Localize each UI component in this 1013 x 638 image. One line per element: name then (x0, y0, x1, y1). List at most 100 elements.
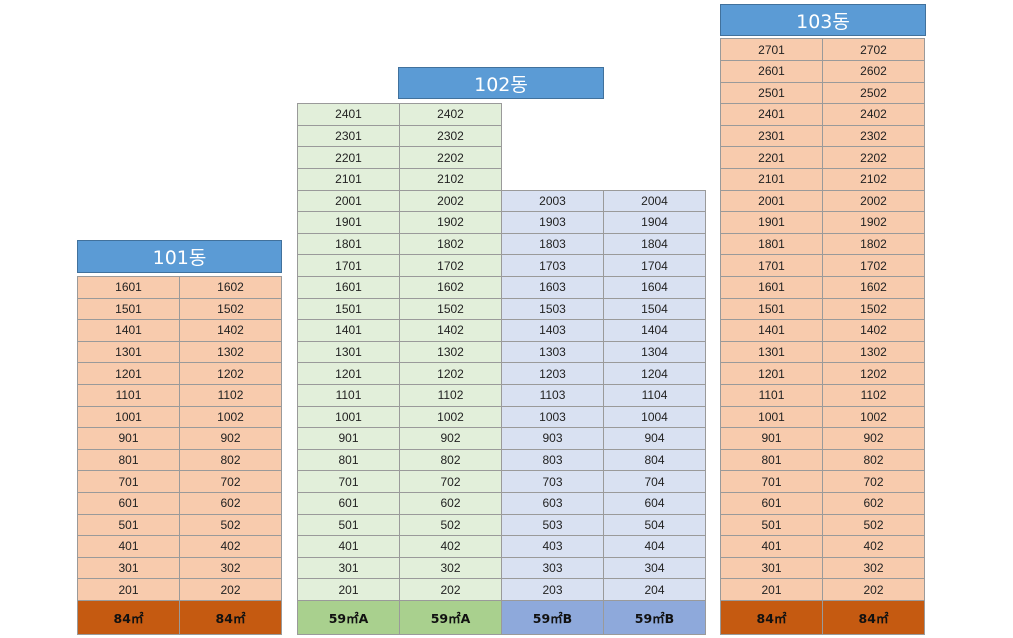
unit-cell: 1804 (603, 232, 706, 256)
unit-cell: 2301 (297, 124, 400, 148)
unit-cell: 1601 (297, 276, 400, 299)
unit-cell: 2202 (822, 146, 925, 169)
unit-cell: 1904 (603, 211, 706, 234)
unit-cell: 2601 (720, 60, 823, 83)
unit-cell: 1903 (501, 211, 604, 234)
unit-cell: 2602 (822, 60, 925, 83)
unit-type-label: 84㎡ (720, 600, 823, 635)
unit-cell: 1801 (720, 232, 823, 256)
unit-type-label: 84㎡ (179, 600, 282, 635)
unit-cell: 304 (603, 556, 706, 580)
unit-cell: 703 (501, 470, 604, 493)
unit-cell: 1002 (179, 405, 282, 429)
unit-cell: 2402 (822, 103, 925, 126)
unit-cell: 2401 (720, 103, 823, 126)
unit-cell: 2001 (720, 189, 823, 213)
unit-cell: 1602 (822, 276, 925, 299)
unit-cell: 2202 (399, 146, 502, 169)
unit-cell: 1202 (822, 362, 925, 385)
unit-cell: 1601 (77, 276, 180, 299)
unit-cell: 402 (179, 535, 282, 558)
unit-cell: 1101 (720, 384, 823, 407)
unit-cell: 1202 (399, 362, 502, 385)
unit-cell: 402 (399, 535, 502, 558)
unit-cell: 2002 (822, 189, 925, 213)
unit-cell: 1403 (501, 319, 604, 342)
unit-cell: 2401 (297, 103, 400, 126)
unit-cell: 1202 (179, 362, 282, 385)
unit-cell: 1802 (822, 232, 925, 256)
unit-cell: 2201 (720, 146, 823, 169)
unit-cell: 1704 (603, 254, 706, 277)
unit-cell: 303 (501, 556, 604, 580)
unit-cell: 1002 (822, 405, 925, 429)
unit-cell: 801 (77, 448, 180, 472)
unit-cell: 203 (501, 578, 604, 601)
unit-cell: 1001 (720, 405, 823, 429)
unit-cell: 1203 (501, 362, 604, 385)
unit-cell: 301 (720, 556, 823, 580)
unit-cell: 1301 (297, 340, 400, 364)
unit-cell: 702 (822, 470, 925, 493)
unit-cell: 1402 (179, 319, 282, 342)
unit-cell: 1004 (603, 405, 706, 429)
unit-cell: 1404 (603, 319, 706, 342)
unit-cell: 1602 (399, 276, 502, 299)
building-title-101: 101동 (77, 240, 282, 273)
unit-cell: 2102 (399, 168, 502, 191)
unit-cell: 1301 (720, 340, 823, 364)
unit-cell: 1103 (501, 384, 604, 407)
unit-cell: 702 (399, 470, 502, 493)
unit-cell: 1702 (399, 254, 502, 277)
unit-cell: 1302 (822, 340, 925, 364)
unit-cell: 802 (179, 448, 282, 472)
unit-cell: 701 (297, 470, 400, 493)
unit-cell: 1101 (297, 384, 400, 407)
unit-cell: 2701 (720, 38, 823, 61)
unit-cell: 502 (179, 513, 282, 537)
unit-cell: 1701 (720, 254, 823, 277)
unit-cell: 1803 (501, 232, 604, 256)
unit-cell: 1703 (501, 254, 604, 277)
unit-cell: 1401 (77, 319, 180, 342)
unit-cell: 2702 (822, 38, 925, 61)
unit-cell: 401 (77, 535, 180, 558)
unit-cell: 701 (77, 470, 180, 493)
unit-cell: 1401 (720, 319, 823, 342)
unit-cell: 404 (603, 535, 706, 558)
unit-cell: 903 (501, 427, 604, 450)
unit-cell: 701 (720, 470, 823, 493)
unit-cell: 1602 (179, 276, 282, 299)
building-title-103: 103동 (720, 4, 926, 36)
unit-cell: 1503 (501, 297, 604, 321)
unit-cell: 1201 (297, 362, 400, 385)
unit-cell: 501 (77, 513, 180, 537)
unit-cell: 602 (822, 492, 925, 515)
unit-cell: 803 (501, 448, 604, 472)
unit-cell: 1401 (297, 319, 400, 342)
unit-cell: 1502 (822, 297, 925, 321)
unit-cell: 402 (822, 535, 925, 558)
unit-type-label: 59㎡A (399, 600, 502, 635)
unit-cell: 201 (720, 578, 823, 601)
unit-cell: 802 (399, 448, 502, 472)
unit-type-label: 59㎡B (501, 600, 604, 635)
unit-cell: 801 (297, 448, 400, 472)
unit-cell: 2201 (297, 146, 400, 169)
unit-cell: 2102 (822, 168, 925, 191)
unit-cell: 1601 (720, 276, 823, 299)
unit-cell: 501 (297, 513, 400, 537)
unit-cell: 804 (603, 448, 706, 472)
unit-cell: 2502 (822, 81, 925, 105)
building-title-102: 102동 (398, 67, 604, 99)
unit-cell: 1901 (720, 211, 823, 234)
unit-cell: 2302 (399, 124, 502, 148)
unit-cell: 202 (822, 578, 925, 601)
unit-cell: 302 (399, 556, 502, 580)
unit-cell: 2004 (603, 189, 706, 213)
unit-cell: 1302 (179, 340, 282, 364)
unit-cell: 301 (297, 556, 400, 580)
unit-cell: 1604 (603, 276, 706, 299)
unit-cell: 1902 (822, 211, 925, 234)
unit-type-label: 84㎡ (822, 600, 925, 635)
